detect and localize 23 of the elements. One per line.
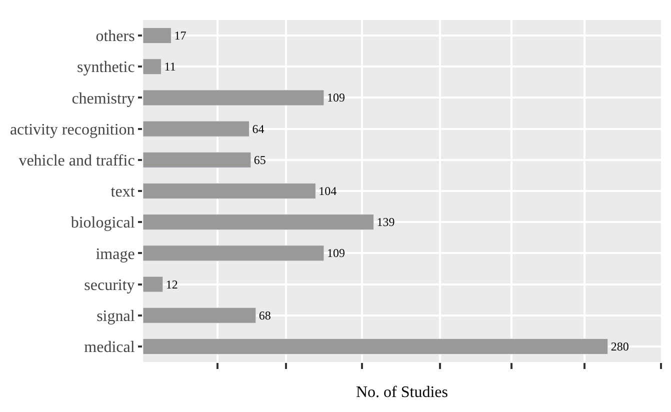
y-tick-label: image xyxy=(96,246,135,263)
y-tick-label: chemistry xyxy=(72,90,135,108)
data-label: 139 xyxy=(376,215,395,230)
y-tick-label: security xyxy=(84,276,135,294)
y-tick-label: synthetic xyxy=(77,59,135,76)
data-label: 11 xyxy=(164,60,176,74)
data-label: 109 xyxy=(326,246,345,260)
y-tick-label: vehicle and traffic xyxy=(18,152,135,170)
data-label: 68 xyxy=(258,308,271,322)
x-axis-title: No. of Studies xyxy=(356,384,448,402)
y-tick-label: activity recognition xyxy=(10,121,135,138)
data-label: 65 xyxy=(254,152,266,167)
y-tick-label: biological xyxy=(70,214,136,232)
y-tick-label: others xyxy=(96,28,135,46)
data-label: 17 xyxy=(174,28,186,43)
y-tick-label: medical xyxy=(84,339,136,356)
y-tick-label: signal xyxy=(96,308,136,325)
data-label: 104 xyxy=(318,184,337,198)
data-label: 64 xyxy=(252,122,264,136)
data-label: 109 xyxy=(326,90,345,105)
data-label: 280 xyxy=(610,339,629,354)
y-tick-label: text xyxy=(110,184,136,201)
data-label: 12 xyxy=(166,277,178,292)
